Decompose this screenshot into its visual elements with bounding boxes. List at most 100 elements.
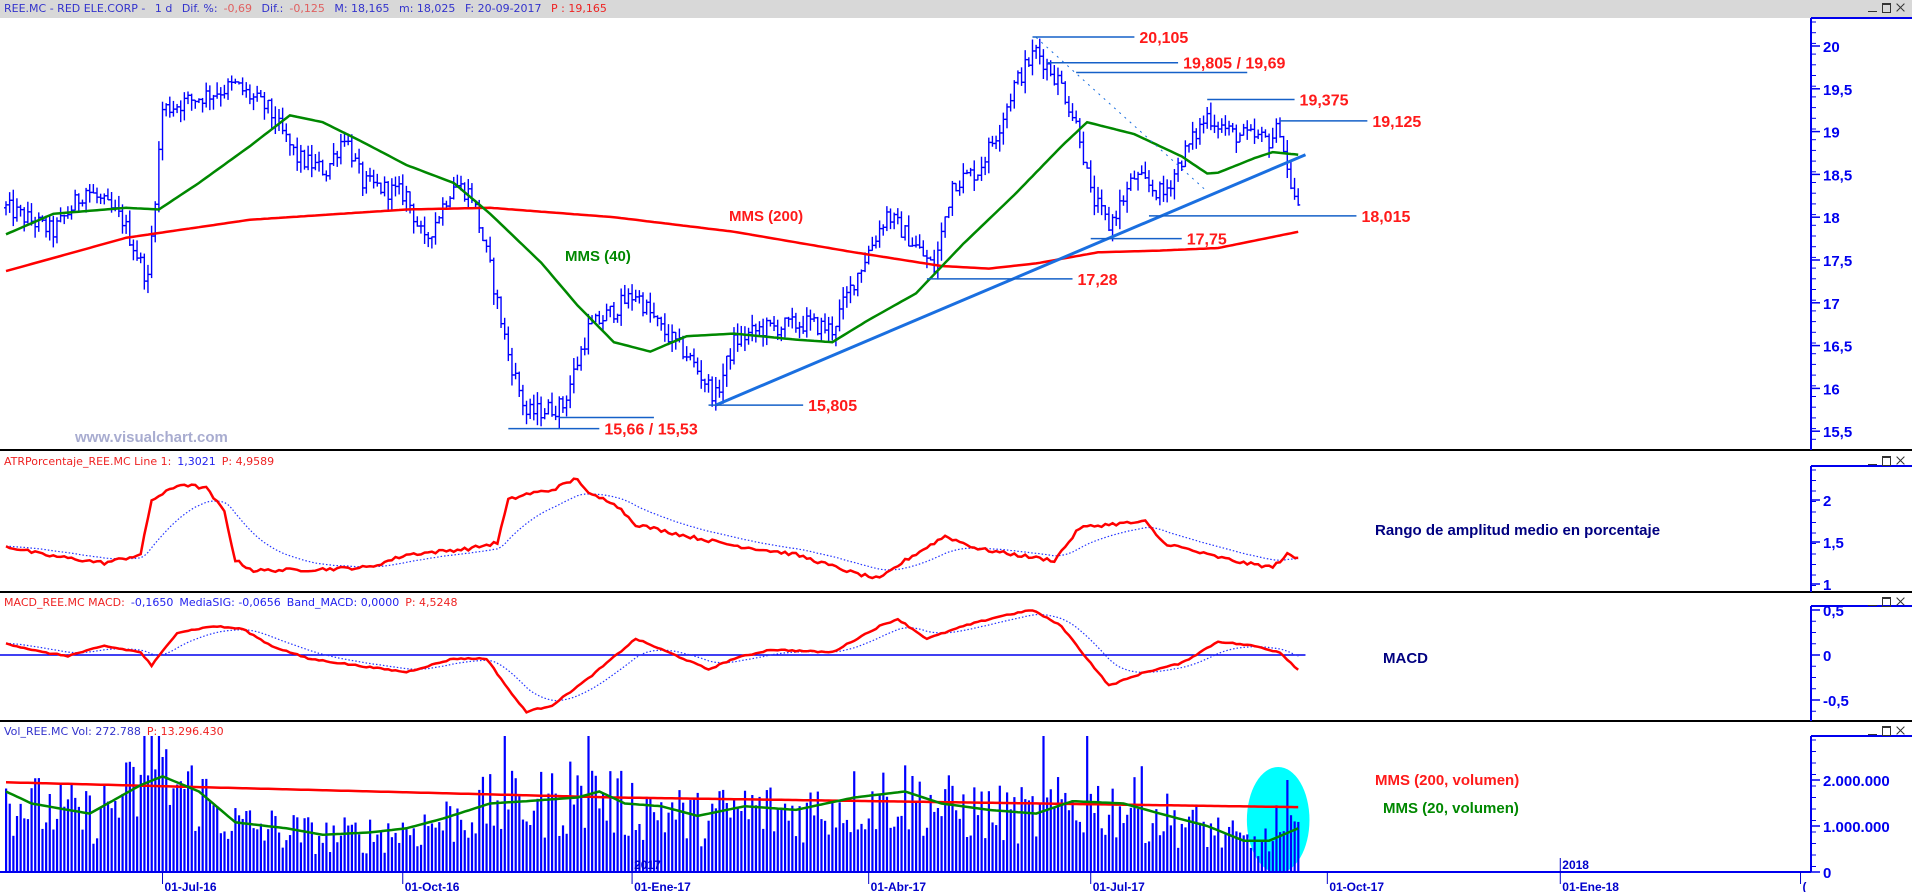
ohlc-bar [1296,188,1301,206]
volume-bar [114,801,117,872]
ohlc-bar [870,236,875,252]
ohlc-bar [287,133,292,156]
dif-pct-label: Dif. %: [181,2,218,15]
ohlc-bar [1219,118,1224,133]
volume-bar [798,806,801,872]
ohlc-bar [11,189,16,227]
volume-bar [456,808,459,872]
volume-bar [1006,792,1009,872]
minimize-icon[interactable] [1867,2,1878,13]
ohlc-bar [837,299,842,332]
ohlc-bar [1121,195,1126,206]
volume-bar [474,833,477,872]
ohlc-bar [873,235,878,249]
volume-bar [1260,841,1263,872]
ohlc-bar [1168,180,1173,197]
ohlc-bar [1099,189,1104,216]
ohlc-bar [1041,49,1046,79]
ohlc-bar [630,284,635,311]
volume-bar [405,829,408,872]
ohlc-bar [251,93,256,111]
ohlc-bar [797,321,802,339]
ohlc-bar [990,135,995,147]
ohlc-bar [815,316,820,336]
volume-bar [1249,847,1253,872]
volume-bar [172,788,175,872]
volume-bar [143,736,146,872]
volume-bar [307,817,310,872]
ohlc-bar [95,187,99,204]
close-icon[interactable] [1895,455,1906,466]
minimize-icon[interactable] [1867,596,1878,607]
ohlc-bar [349,134,354,168]
volume-bar [165,749,168,872]
min-value: m: 18,025 [399,2,456,15]
volume-bar [19,803,22,872]
volume-bar [343,817,346,872]
volume-bar [955,810,958,872]
volume-bar [103,785,106,872]
volume-bar [241,818,244,872]
volume-bar [208,801,212,872]
ohlc-bar [1201,115,1206,134]
symbol-info: REE.MC - RED ELE.CORP - 1 d Dif. %: -0,69… [4,2,613,16]
ohlc-bar [1030,39,1035,76]
maximize-icon[interactable] [1881,2,1892,13]
price-tick-label: 17,5 [1823,253,1852,270]
volume-bar [1075,820,1078,872]
ohlc-bar [277,109,281,132]
ohlc-bar [546,399,551,415]
trendline[interactable] [715,153,1307,407]
volume-bar [70,784,73,872]
close-icon[interactable] [1895,725,1906,736]
minimize-icon[interactable] [1867,725,1878,736]
ohlc-bar [1023,50,1028,94]
ohlc-bar [1274,118,1279,143]
volume-bar [536,798,539,872]
volume-bar [496,800,499,872]
ohlc-bar [247,84,252,105]
volume-bar [1020,787,1023,872]
ohlc-bar [488,236,493,263]
maximize-icon[interactable] [1881,725,1892,736]
volume-bar [1107,814,1111,872]
ohlc-bar [418,220,423,234]
ohlc-bar [80,199,85,207]
ohlc-bar [1143,161,1148,180]
volume-bar [1104,834,1107,872]
ohlc-bar [917,234,922,249]
minimize-icon[interactable] [1867,455,1878,466]
volume-bar [711,803,714,872]
volume-bar [791,805,794,872]
atr-note: Rango de amplitud medio en porcentaje [1375,522,1660,539]
volume-bar [1209,823,1213,872]
volume-bar [336,842,339,872]
volume-bar [696,792,699,872]
ohlc-bar [892,212,897,230]
volume-bar [37,778,40,872]
ohlc-bar [641,292,645,317]
volume-bar [813,815,816,872]
ohlc-bar [295,137,300,171]
volume-bar [1231,820,1234,872]
volume-bar [1038,802,1041,872]
ohlc-bar [753,323,758,343]
ohlc-bar [935,241,940,280]
dotted-trendline[interactable] [1035,37,1208,192]
ohlc-bar [491,257,496,305]
close-icon[interactable] [1895,596,1906,607]
maximize-icon[interactable] [1881,596,1892,607]
ohlc-bar [946,206,951,219]
ohlc-bar [1088,160,1093,193]
maximize-icon[interactable] [1881,455,1892,466]
ohlc-bar [582,337,587,356]
volume-bar [1246,834,1249,872]
ohlc-bar [819,317,824,343]
ohlc-bar [1034,44,1039,59]
volume-bar [310,822,313,872]
ohlc-bar [422,216,427,244]
volume-bar [685,838,688,872]
volume-bar [470,822,474,872]
volume-bar [1271,841,1274,872]
